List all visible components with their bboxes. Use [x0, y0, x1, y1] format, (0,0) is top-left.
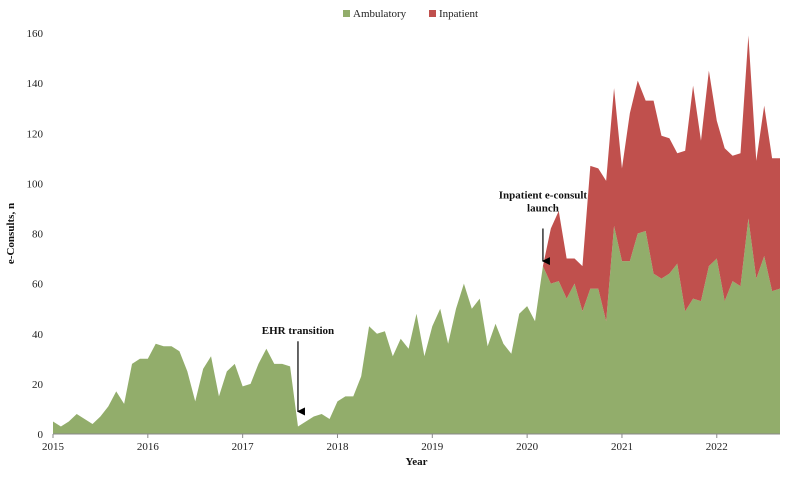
x-tick-label: 2021	[611, 441, 633, 453]
annotation-text: EHR transition	[262, 325, 334, 337]
x-tick-label: 2022	[706, 441, 728, 453]
y-tick-label: 80	[32, 229, 44, 241]
y-tick-label: 0	[38, 429, 44, 441]
y-tick-label: 160	[27, 28, 44, 40]
x-axis-title: Year	[406, 456, 428, 468]
legend-swatch-inpatient	[429, 10, 436, 17]
legend-swatch-ambulatory	[343, 10, 350, 17]
y-tick-label: 60	[32, 279, 44, 291]
x-tick-label: 2020	[516, 441, 539, 453]
y-tick-label: 120	[27, 128, 44, 140]
series-area-inpatient	[53, 35, 780, 427]
y-axis-ticks: 0 20 40 60 80 100 120 140 160	[27, 28, 44, 441]
annotation-text: Inpatient e-consult	[499, 189, 588, 201]
series-area-ambulatory	[53, 218, 780, 434]
plot-areas	[53, 35, 780, 434]
y-tick-label: 140	[27, 78, 44, 90]
x-tick-label: 2018	[326, 441, 349, 453]
x-tick-label: 2019	[421, 441, 444, 453]
x-tick-label: 2015	[42, 441, 65, 453]
annotation-text: launch	[527, 202, 559, 214]
legend-label-inpatient: Inpatient	[439, 8, 478, 20]
x-tick-label: 2016	[137, 441, 160, 453]
y-tick-label: 20	[32, 379, 44, 391]
y-tick-label: 40	[32, 329, 44, 341]
x-axis-ticks: 2015 2016 2017 2018 2019 2020 2021 2022	[42, 434, 728, 453]
x-tick-label: 2017	[232, 441, 255, 453]
legend: Ambulatory Inpatient	[343, 8, 478, 20]
legend-label-ambulatory: Ambulatory	[353, 8, 407, 20]
y-tick-label: 100	[27, 178, 44, 190]
y-axis-title: e-Consults, n	[5, 203, 17, 264]
